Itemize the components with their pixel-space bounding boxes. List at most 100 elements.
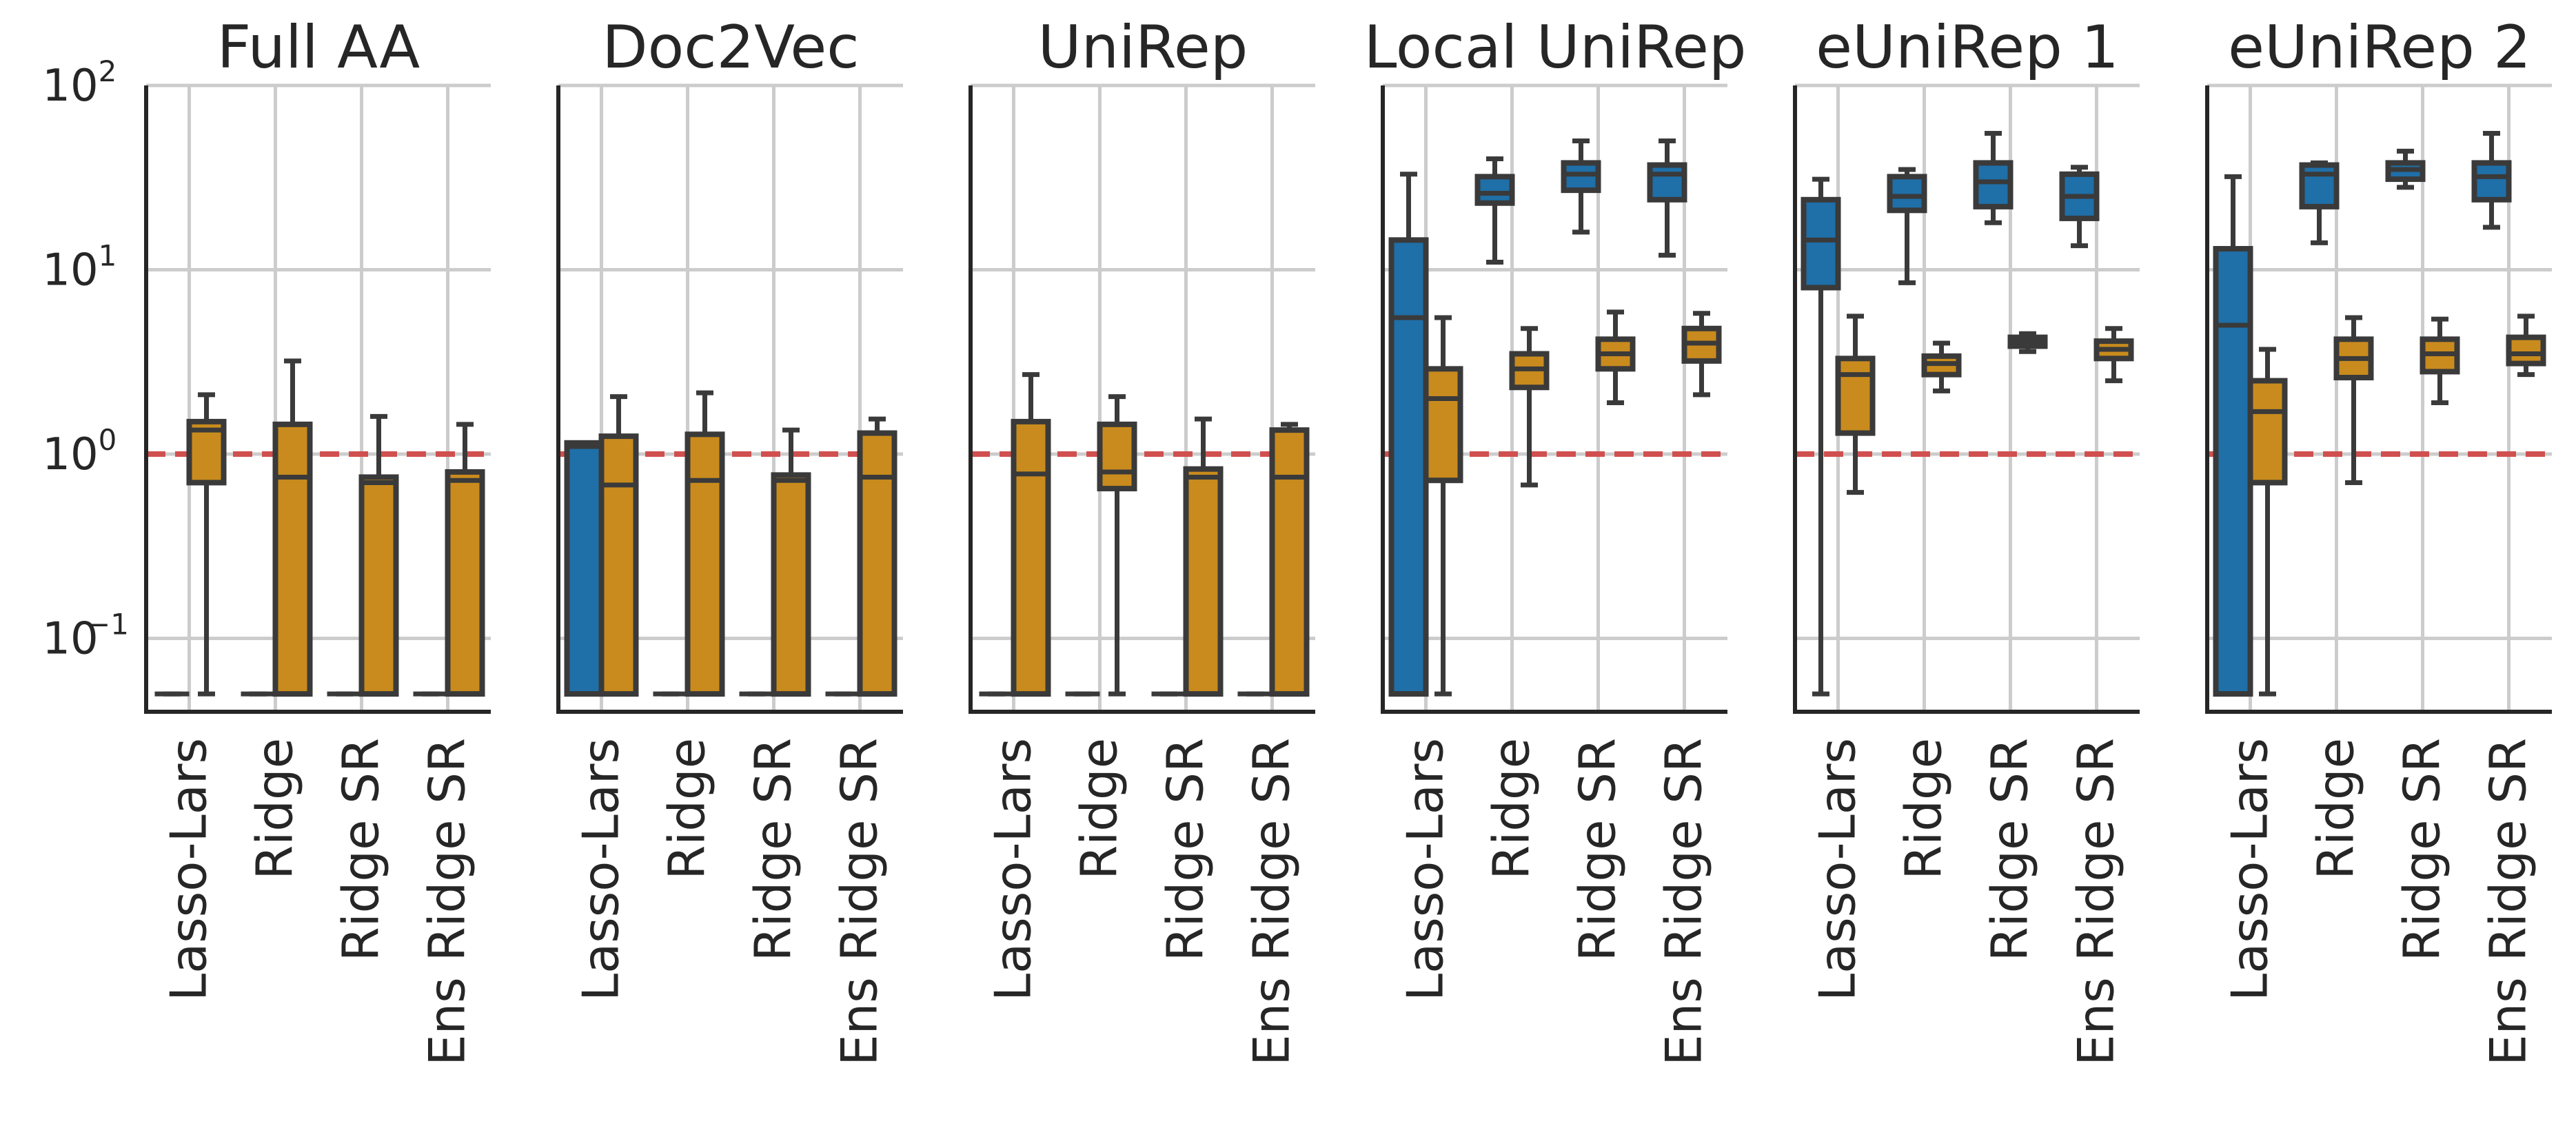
y-tick-base: 10 [42, 429, 98, 480]
box-ridge-b [2333, 315, 2374, 485]
box-ridge-sr-b [1595, 309, 1636, 405]
box-lasso-lars-a [564, 440, 605, 697]
box-ridge-sr-a [2385, 148, 2426, 190]
box-body [2299, 162, 2340, 209]
panel-unirep: UniRep Lasso-Lars Ridge Ridge SR Ens Ridge S… [968, 13, 1315, 1066]
y-tick-exponent: −1 [86, 608, 129, 641]
x-tick-label: Ridge [658, 738, 716, 880]
box-ens-ridge-sr-a [2471, 130, 2512, 230]
box-body [564, 440, 605, 697]
box-ens-ridge-sr-b [2093, 326, 2134, 384]
box-ridge-sr-a [1561, 138, 1601, 235]
box-ens-ridge-sr-a [2059, 165, 2100, 249]
box-ridge-sr-b [2420, 316, 2460, 405]
box-body [1474, 174, 1515, 206]
x-tick-label: Ridge [1895, 738, 1953, 880]
y-tick-base: 10 [42, 614, 98, 665]
panel-local-unirep: Local UniRep Lasso-Lars Ridge Ridge SR Ens R… [1364, 13, 1747, 1066]
box-lasso-lars-b [598, 394, 639, 697]
box-body [1973, 160, 2014, 209]
y-tick-exponent: 0 [99, 423, 117, 457]
box-ridge-sr-b [771, 427, 811, 697]
box-body [272, 421, 313, 697]
x-tick-label: Lasso-Lars [572, 738, 630, 1001]
x-tick-label: Ridge [246, 738, 304, 880]
y-tick-base: 10 [42, 245, 98, 296]
box-ridge-sr-b [358, 413, 399, 697]
box-body [2247, 378, 2288, 486]
panel-title: Local UniRep [1364, 13, 1747, 82]
box-lasso-lars-b [186, 392, 227, 697]
box-body [1011, 418, 1051, 697]
y-tick-exponent: 2 [99, 54, 117, 88]
box-ens-ridge-sr-b [1269, 422, 1310, 697]
box-body [771, 472, 811, 697]
y-tick-exponent: 1 [99, 239, 117, 273]
box-lasso-lars-b [1423, 315, 1463, 697]
panel-title: Doc2Vec [602, 13, 859, 82]
box-lasso-lars-a [1801, 176, 1841, 697]
box-ridge-a [1474, 156, 1515, 265]
x-tick-label: Ridge [2307, 738, 2365, 880]
x-tick-label: Lasso-Lars [1397, 738, 1454, 1001]
panel-title: UniRep [1038, 13, 1248, 82]
box-body [857, 430, 897, 697]
x-tick-label: Ens Ridge SR [2479, 738, 2537, 1066]
box-ens-ridge-sr-b [2506, 314, 2546, 378]
box-ridge-b [272, 358, 313, 697]
box-body [1183, 466, 1224, 697]
x-tick-label: Ridge [1071, 738, 1128, 880]
panel-eunirep-2: eUniRep 2 Lasso-Lars Ridge Ridge SR Ens Ridg… [2205, 13, 2552, 1066]
box-body [1835, 356, 1876, 436]
box-body [445, 469, 485, 697]
box-body [358, 474, 399, 697]
y-tick-label: 10−1 [42, 608, 129, 665]
y-tick-base: 10 [42, 61, 98, 112]
box-lasso-lars-a [2213, 174, 2253, 697]
box-ridge-b [1097, 394, 1137, 697]
box-body [684, 431, 725, 697]
x-tick-label: Lasso-Lars [2221, 738, 2279, 1001]
box-body [1887, 174, 1927, 214]
panel-full-aa: Full AA Lasso-Lars Ridge Ridge SR Ens Ridge … [144, 13, 491, 1066]
x-tick-label: Lasso-Lars [160, 738, 218, 1001]
box-ridge-a [1887, 167, 1927, 285]
y-tick-label: 10 2 [42, 54, 116, 112]
box-body [2506, 334, 2546, 367]
x-tick-label: Ridge SR [332, 738, 390, 961]
box-ridge-sr-a [1973, 130, 2014, 225]
box-body [1269, 427, 1310, 697]
panel-title: eUniRep 1 [1816, 13, 2119, 82]
y-tick-label: 10 1 [42, 239, 116, 296]
x-tick-label: Ridge SR [1981, 738, 2039, 961]
box-ridge-a [2299, 160, 2340, 245]
box-body [598, 433, 639, 697]
x-tick-label: Ens Ridge SR [418, 738, 476, 1066]
box-lasso-lars-b [1011, 372, 1051, 697]
y-tick-label: 10 0 [42, 423, 116, 480]
box-ridge-b [1509, 326, 1550, 488]
x-tick-label: Ridge SR [744, 738, 802, 961]
box-body [1388, 237, 1429, 697]
box-ridge-sr-b [1183, 416, 1224, 697]
x-tick-label: Lasso-Lars [1809, 738, 1867, 1001]
box-body [1647, 162, 1687, 203]
panel-eunirep-1: eUniRep 1 Lasso-Lars Ridge Ridge SR Ens Ridg… [1793, 13, 2140, 1066]
box-ens-ridge-sr-a [1647, 138, 1687, 258]
box-body [2213, 246, 2253, 697]
x-tick-label: Ens Ridge SR [1243, 738, 1301, 1066]
x-tick-label: Ens Ridge SR [1655, 738, 1713, 1066]
box-lasso-lars-b [1835, 314, 1876, 495]
x-tick-label: Ridge SR [1569, 738, 1627, 961]
x-tick-label: Ridge SR [2393, 738, 2451, 961]
x-tick-label: Ens Ridge SR [831, 738, 889, 1066]
x-tick-label: Ridge SR [1157, 738, 1215, 961]
x-tick-label: Ridge [1483, 738, 1541, 880]
box-ens-ridge-sr-b [1681, 311, 1722, 398]
x-tick-label: Ens Ridge SR [2067, 738, 2125, 1066]
panel-doc2vec: Doc2Vec Lasso-Lars Ridge Ridge SR Ens Ridge … [556, 13, 903, 1066]
box-ens-ridge-sr-b [445, 422, 485, 697]
box-lasso-lars-a [1388, 172, 1429, 697]
box-ens-ridge-sr-b [857, 416, 897, 697]
